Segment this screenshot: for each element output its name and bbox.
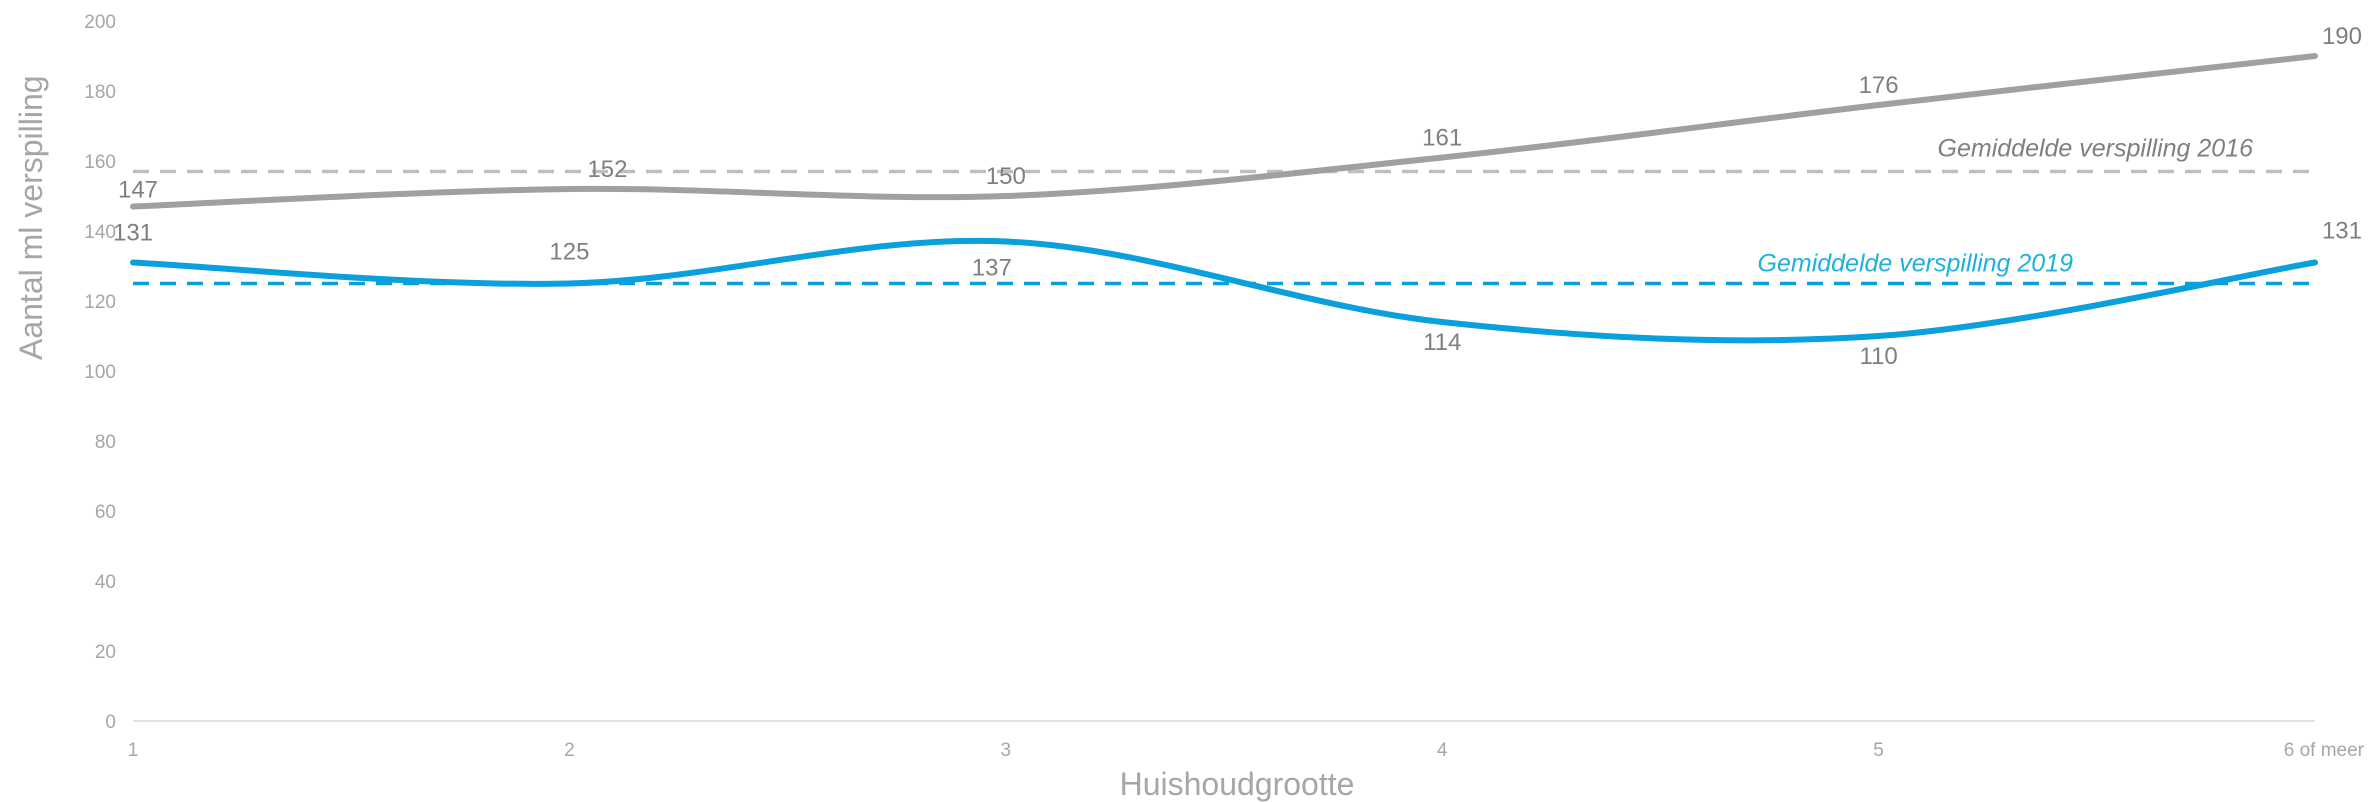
y-axis-title-group: Aantal ml verspilling [13,75,49,360]
y-tick-label: 20 [95,642,116,663]
x-ticks: 1 2 3 4 5 6 of meer [128,740,2365,761]
data-label: 147 [118,177,158,204]
reference-line-label: Gemiddelde verspilling 2016 [1938,135,2254,163]
y-ticks: 0 20 40 60 80 100 120 140 160 180 200 [84,12,116,733]
data-label: 190 [2322,23,2362,50]
data-labels: 147 152 150 161 176 190 131 125 137 114 110 131 [113,23,2362,370]
data-label: 125 [549,239,589,266]
data-label: 176 [1859,72,1899,99]
y-tick-label: 60 [95,502,116,523]
x-tick-label: 6 of meer [2284,740,2365,761]
y-axis-title: Aantal ml verspilling [13,75,49,360]
y-tick-label: 0 [105,712,116,733]
x-tick-label: 1 [128,740,139,761]
data-label: 161 [1422,125,1462,152]
y-tick-label: 140 [84,222,116,243]
data-label: 131 [113,220,153,247]
data-label: 131 [2322,218,2362,245]
data-label: 114 [1423,329,1461,356]
series-line-2 [130,237,2318,344]
y-tick-label: 180 [84,82,116,103]
data-label: 137 [972,255,1012,282]
x-tick-label: 5 [1873,740,1884,761]
x-tick-label: 2 [564,740,575,761]
y-tick-label: 80 [95,432,116,453]
data-label: 110 [1859,343,1897,370]
y-tick-label: 40 [95,572,116,593]
reference-line-label: Gemiddelde verspilling 2019 [1758,250,2074,278]
x-tick-label: 4 [1437,740,1448,761]
y-tick-label: 100 [84,362,116,383]
y-tick-label: 160 [84,152,116,173]
series-lines [130,53,2318,344]
y-tick-label: 200 [84,12,116,33]
data-label: 150 [986,163,1026,190]
series-line-1 [130,53,2318,210]
data-label: 152 [587,156,627,183]
y-tick-label: 120 [84,292,116,313]
x-tick-label: 3 [1001,740,1012,761]
x-axis-title: Huishoudgrootte [1120,766,1355,802]
reference-lines: Gemiddelde verspilling 2016 Gemiddelde ve… [133,135,2315,286]
